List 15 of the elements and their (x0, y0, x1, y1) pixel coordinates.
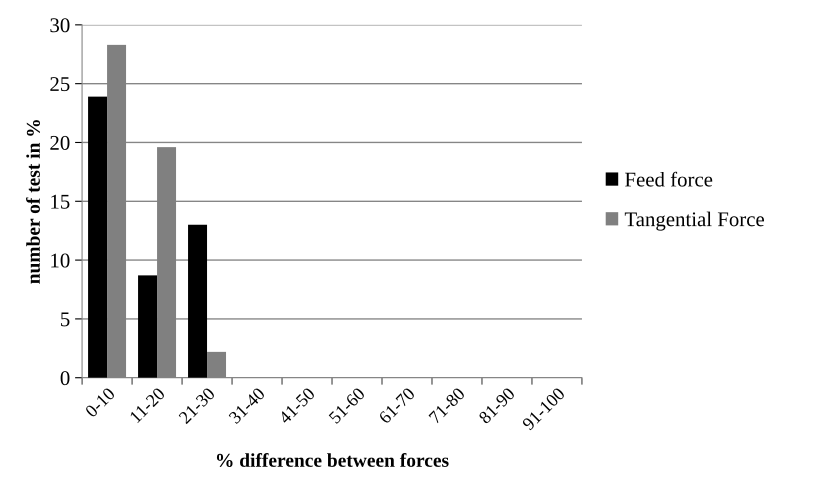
legend-label: Feed force (625, 172, 712, 187)
y-tick-label: 20 (50, 136, 70, 150)
bar (138, 275, 158, 378)
y-tick-label: 30 (50, 18, 70, 32)
x-tick-label: 0-10 (84, 386, 116, 418)
y-tick-label: 5 (61, 312, 70, 326)
x-axis-title: % difference between forces (216, 453, 449, 467)
bar (188, 224, 208, 378)
y-tick-label: 15 (51, 194, 70, 209)
y-axis-title: number of test in % (26, 120, 40, 284)
y-tick-label: 25 (50, 77, 70, 92)
y-tick-label: 0 (60, 371, 70, 386)
legend-label: Tangential Force (624, 212, 764, 231)
bar (88, 96, 108, 378)
y-tick-label: 10 (51, 253, 70, 268)
